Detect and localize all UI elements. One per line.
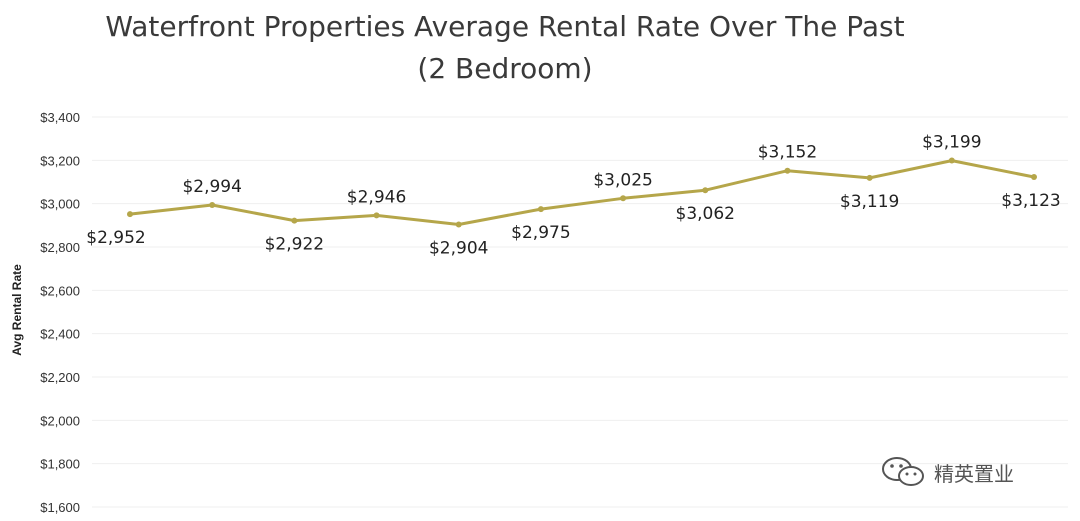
data-label: $3,199	[922, 133, 981, 153]
y-tick-label: $2,000	[40, 413, 80, 428]
y-tick-label: $2,400	[40, 327, 80, 342]
data-label: $2,952	[86, 228, 145, 248]
y-tick-label: $1,800	[40, 457, 80, 472]
data-label: $2,946	[347, 187, 406, 207]
data-label: $3,119	[840, 192, 899, 212]
watermark-text: 精英置业	[934, 458, 1014, 487]
data-point	[620, 195, 626, 201]
data-labels: $2,952 $2,994 $2,922 $2,946 $2,904 $2,975 $3,0…	[86, 133, 1060, 259]
data-point	[291, 218, 297, 224]
data-point	[867, 175, 873, 181]
data-label: $3,123	[1001, 191, 1060, 211]
data-label: $3,152	[758, 143, 817, 163]
data-point	[1031, 174, 1037, 180]
data-point	[374, 212, 380, 218]
data-point	[784, 168, 790, 174]
data-point	[209, 202, 215, 208]
wechat-icon	[880, 455, 926, 489]
data-label: $2,922	[265, 235, 324, 255]
y-tick-label: $3,200	[40, 153, 80, 168]
y-tick-label: $1,600	[40, 500, 80, 515]
data-point	[702, 187, 708, 193]
data-label: $2,994	[182, 177, 241, 197]
data-label: $2,975	[511, 223, 570, 243]
watermark: 精英置业	[880, 455, 1014, 489]
y-tick-label: $3,400	[40, 110, 80, 125]
data-label: $3,025	[593, 170, 652, 190]
data-point	[456, 221, 462, 227]
y-tick-label: $2,800	[40, 240, 80, 255]
data-label: $2,904	[429, 238, 488, 258]
data-points	[127, 158, 1037, 228]
gridlines	[92, 117, 1068, 507]
data-point	[127, 211, 133, 217]
y-tick-label: $3,000	[40, 197, 80, 212]
data-label: $3,062	[676, 204, 735, 224]
y-tick-label: $2,200	[40, 370, 80, 385]
data-point	[949, 158, 955, 164]
y-tick-label: $2,600	[40, 283, 80, 298]
y-axis-label: Avg Rental Rate	[10, 264, 24, 356]
y-axis-ticks: $1,600 $1,800 $2,000 $2,200 $2,400 $2,600 $2,8…	[40, 110, 80, 515]
data-point	[538, 206, 544, 212]
